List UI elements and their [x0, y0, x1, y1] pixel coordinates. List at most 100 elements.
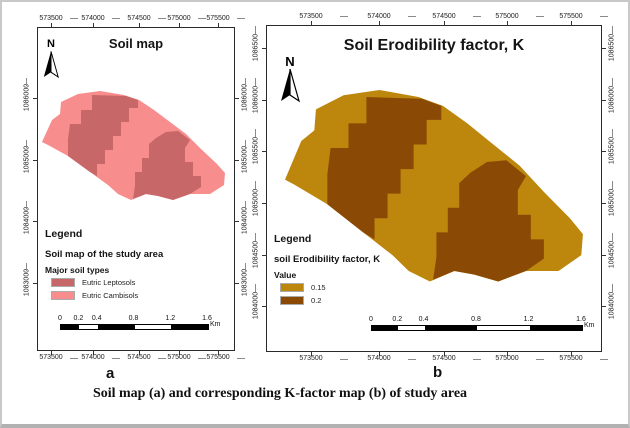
- k-factor-map-shape: [285, 90, 583, 282]
- axis-minor-tick: [112, 358, 120, 359]
- north-label: N: [285, 54, 295, 69]
- scale-bar-segment: [79, 325, 98, 329]
- scale-bar-label: 0.4: [418, 316, 429, 323]
- axis-tick-label-x: 575500: [559, 13, 583, 20]
- legend-swatch: [51, 291, 75, 300]
- axis-minor-tick: [26, 78, 27, 86]
- axis-minor-tick: [198, 358, 206, 359]
- axis-tick: [601, 100, 606, 101]
- scale-bar-segment: [477, 326, 530, 330]
- legend-item-label: Eutric Cambisols: [82, 291, 139, 300]
- legend-items: Eutric Leptosols Eutric Cambisols: [45, 278, 163, 300]
- axis-minor-tick: [255, 129, 256, 137]
- axis-tick: [139, 350, 140, 355]
- axis-tick: [571, 21, 572, 26]
- panel-a-label: a: [106, 365, 115, 382]
- legend-item: Eutric Cambisols: [51, 291, 163, 300]
- axis-minor-tick: [340, 359, 348, 360]
- axis-minor-tick: [255, 233, 256, 241]
- axis-tick-label-y: 1085500: [252, 136, 260, 165]
- axis-tick-label-x: 574500: [127, 354, 151, 361]
- axis-minor-tick: [612, 233, 613, 241]
- axis-tick: [601, 306, 606, 307]
- axis-minor-tick: [536, 359, 544, 360]
- axis-minor-tick: [612, 129, 613, 137]
- map-region: [68, 95, 138, 176]
- axis-minor-tick: [600, 359, 608, 360]
- axis-tick: [601, 151, 606, 152]
- axis-minor-tick: [70, 18, 78, 19]
- axis-tick-label-x: 574000: [81, 15, 105, 22]
- axis-tick-label-x: 575000: [495, 13, 519, 20]
- scale-bar-label: 0.2: [73, 315, 84, 322]
- axis-tick: [262, 48, 267, 49]
- axis-tick-label-x: 575500: [206, 15, 230, 22]
- axis-minor-tick: [612, 284, 613, 292]
- axis-tick-label-x: 574000: [367, 13, 391, 20]
- page-title: Soil map: [108, 36, 164, 51]
- scale-bar-label: 0: [369, 316, 373, 323]
- axis-tick-label-x: 574500: [127, 15, 151, 22]
- axis-tick: [179, 23, 180, 28]
- axis-tick: [234, 98, 239, 99]
- axis-tick-label-y: 1084500: [252, 240, 260, 269]
- legend-item: Eutric Leptosols: [51, 278, 163, 287]
- axis-tick: [571, 351, 572, 356]
- axis-tick: [234, 283, 239, 284]
- axis-tick: [601, 255, 606, 256]
- figure-caption: Soil map (a) and corresponding K-factor …: [92, 386, 468, 401]
- legend-item-label: 0.2: [311, 296, 322, 305]
- legend-group-label: Value: [274, 270, 297, 280]
- legend-swatch: [51, 278, 75, 287]
- axis-tick-label-x: 573500: [39, 354, 63, 361]
- axis-tick-label-x: 574000: [81, 354, 105, 361]
- axis-tick: [51, 350, 52, 355]
- map-region: [133, 131, 201, 200]
- axis-tick-label-x: 573500: [299, 355, 323, 362]
- axis-tick: [601, 203, 606, 204]
- axis-tick: [33, 221, 38, 222]
- axis-tick: [234, 160, 239, 161]
- axis-tick: [262, 203, 267, 204]
- axis-tick-label-x: 574000: [367, 355, 391, 362]
- axis-minor-tick: [612, 181, 613, 189]
- axis-minor-tick: [112, 18, 120, 19]
- scale-bar-label: 1.2: [165, 315, 176, 322]
- axis-minor-tick: [473, 359, 481, 360]
- scale-bar-segment: [171, 325, 208, 329]
- axis-tick-label-y: 1083000: [23, 268, 31, 297]
- axis-minor-tick: [612, 78, 613, 86]
- legend-soil-map: Legend Soil map of the study area Major …: [45, 228, 163, 304]
- map-panel-soil-map: Soil map N Legend Soil map of the study …: [24, 15, 249, 361]
- scale-bar-label: 0.8: [128, 315, 139, 322]
- axis-tick: [444, 21, 445, 26]
- scale-bar-unit: Km: [584, 322, 595, 329]
- axis-tick: [179, 350, 180, 355]
- axis-tick: [33, 283, 38, 284]
- legend-heading: Legend: [274, 233, 312, 245]
- axis-tick: [379, 21, 380, 26]
- scale-bar-label: 1.6: [576, 316, 586, 323]
- axis-tick-label-x: 575000: [167, 354, 191, 361]
- scale-bar-unit: Km: [210, 321, 221, 328]
- axis-minor-tick: [245, 78, 246, 86]
- scale-bar-segment: [97, 325, 135, 329]
- axis-minor-tick: [245, 201, 246, 209]
- map-panel-k-factor: Soil Erodibility factor, K N Legend soil…: [253, 13, 616, 362]
- legend-item: 0.2: [280, 296, 380, 305]
- legend-items: 0.15 0.2: [274, 283, 380, 305]
- legend-item-label: Eutric Leptosols: [82, 278, 136, 287]
- axis-tick: [262, 306, 267, 307]
- axis-tick: [93, 23, 94, 28]
- axis-tick: [51, 23, 52, 28]
- axis-tick: [93, 350, 94, 355]
- scale-bar-label: 0: [58, 315, 62, 322]
- axis-tick: [139, 23, 140, 28]
- axis-tick: [444, 351, 445, 356]
- axis-tick-label-x: 573500: [39, 15, 63, 22]
- axis-minor-tick: [70, 358, 78, 359]
- axis-tick: [601, 48, 606, 49]
- axis-tick-label-x: 573500: [299, 13, 323, 20]
- axis-minor-tick: [26, 263, 27, 271]
- axis-minor-tick: [245, 263, 246, 271]
